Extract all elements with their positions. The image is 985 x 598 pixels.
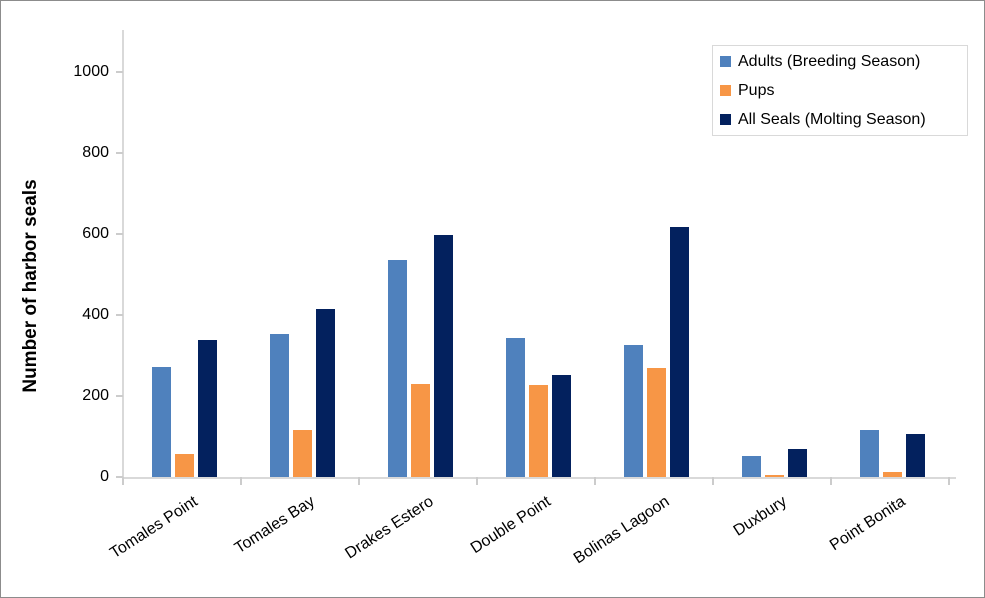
- y-axis-tick-label: 400: [82, 306, 109, 323]
- bar-all-seals-molting-season-point-bonita: [905, 434, 925, 477]
- x-axis-category-label-tomales-bay: Tomales Bay: [232, 493, 319, 558]
- y-axis-line: [122, 30, 124, 479]
- legend-item-all-seals-molting-season: All Seals (Molting Season): [720, 110, 967, 130]
- y-axis-tick-mark: [116, 71, 123, 73]
- legend-swatch-all-seals-molting-season: [720, 114, 731, 125]
- x-axis-category-label-bolinas-lagoon: Bolinas Lagoon: [570, 493, 673, 568]
- bar-adults-breeding-season-tomales-bay: [269, 334, 289, 477]
- x-axis-tick-mark: [476, 477, 478, 485]
- bar-adults-breeding-season-point-bonita: [859, 430, 879, 477]
- legend-item-adults-breeding-season: Adults (Breeding Season): [720, 52, 967, 72]
- y-axis-tick-label: 0: [100, 468, 109, 485]
- bar-pups-drakes-estero: [410, 384, 430, 477]
- bar-adults-breeding-season-bolinas-lagoon: [623, 345, 643, 477]
- y-axis-tick-label: 800: [82, 144, 109, 161]
- bar-all-seals-molting-season-duxbury: [787, 449, 807, 477]
- x-axis-line: [122, 477, 956, 479]
- legend-label: All Seals (Molting Season): [738, 110, 926, 128]
- bar-pups-duxbury: [764, 475, 784, 477]
- y-axis-tick-label: 200: [82, 387, 109, 404]
- y-axis-tick-mark: [116, 476, 123, 478]
- y-axis-tick-mark: [116, 233, 123, 235]
- x-axis-category-label-tomales-point: Tomales Point: [106, 493, 201, 562]
- bar-all-seals-molting-season-double-point: [551, 375, 571, 477]
- x-axis-category-label-double-point: Double Point: [468, 493, 555, 558]
- x-axis-tick-mark: [712, 477, 714, 485]
- legend-label: Pups: [738, 81, 775, 99]
- legend-swatch-pups: [720, 85, 731, 96]
- x-axis-tick-mark: [948, 477, 950, 485]
- bar-pups-double-point: [528, 385, 548, 477]
- y-axis-tick-mark: [116, 152, 123, 154]
- bar-pups-tomales-point: [174, 454, 194, 477]
- bar-adults-breeding-season-duxbury: [741, 456, 761, 477]
- x-axis-category-label-drakes-estero: Drakes Estero: [341, 493, 437, 563]
- x-axis-category-label-point-bonita: Point Bonita: [826, 493, 909, 555]
- legend-label: Adults (Breeding Season): [738, 52, 921, 70]
- x-axis-tick-mark: [240, 477, 242, 485]
- legend-item-pups: Pups: [720, 81, 967, 101]
- bar-all-seals-molting-season-tomales-bay: [315, 309, 335, 477]
- bar-adults-breeding-season-drakes-estero: [387, 260, 407, 477]
- x-axis-tick-mark: [122, 477, 124, 485]
- y-axis-tick-mark: [116, 314, 123, 316]
- y-axis-tick-mark: [116, 395, 123, 397]
- legend-swatch-adults-breeding-season: [720, 56, 731, 67]
- bar-adults-breeding-season-double-point: [505, 338, 525, 477]
- legend: Adults (Breeding Season) Pups All Seals (M…: [712, 45, 968, 136]
- x-axis-tick-mark: [830, 477, 832, 485]
- y-axis-tick-label: 1000: [73, 63, 109, 80]
- x-axis-tick-mark: [358, 477, 360, 485]
- bar-all-seals-molting-season-bolinas-lagoon: [669, 227, 689, 477]
- bar-all-seals-molting-season-tomales-point: [197, 340, 217, 477]
- x-axis-category-label-duxbury: Duxbury: [731, 493, 791, 540]
- bar-pups-bolinas-lagoon: [646, 368, 666, 477]
- bar-all-seals-molting-season-drakes-estero: [433, 235, 453, 477]
- bar-adults-breeding-season-tomales-point: [151, 367, 171, 477]
- bar-pups-tomales-bay: [292, 430, 312, 477]
- y-axis-tick-label: 600: [82, 225, 109, 242]
- bar-pups-point-bonita: [882, 472, 902, 477]
- x-axis-tick-mark: [594, 477, 596, 485]
